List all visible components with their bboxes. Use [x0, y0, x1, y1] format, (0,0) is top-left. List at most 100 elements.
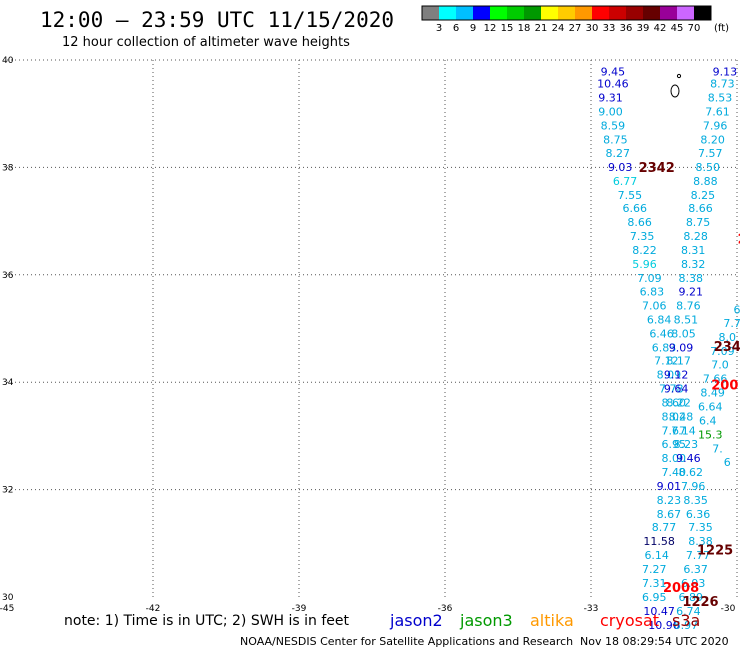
wave-height-label: 7.61: [705, 106, 730, 119]
wave-height-label: 10.47: [643, 605, 675, 618]
legend-entry: cryosat: [600, 611, 659, 630]
chart-title: 12:00 — 23:59 UTC 11/15/2020: [40, 8, 394, 32]
wave-height-label: 8.35: [683, 494, 708, 507]
colorbar-swatch: [694, 6, 711, 20]
colorbar-swatch: [575, 6, 592, 20]
wave-height-label: 8.22: [666, 397, 691, 410]
colorbar-unit: (ft): [714, 23, 729, 34]
data-labels: 9.4510.469.319.008.598.758.279.036.777.5…: [597, 65, 740, 632]
colorbar-tick-label: 39: [637, 23, 650, 34]
wave-height-label: 8.62: [679, 466, 704, 479]
wave-height-label: 8.76: [676, 299, 701, 312]
satellite-legend: jason2 jason3 altika cryosat s3a: [389, 611, 700, 630]
wave-height-label: 8.53: [708, 92, 733, 105]
wave-height-label: 7.67: [661, 425, 686, 438]
x-tick-label: -45: [0, 604, 14, 614]
wave-height-label: 6.95: [661, 438, 686, 451]
colorbar: [421, 5, 712, 21]
wave-height-label: 7.06: [642, 299, 667, 312]
colorbar-swatch: [660, 6, 677, 20]
wave-height-label: 8.73: [710, 78, 735, 91]
wave-height-label: 15.3: [698, 428, 723, 441]
x-tick-label: -30: [721, 604, 736, 614]
wave-height-label: 7.55: [618, 189, 643, 202]
wave-height-label: 5.96: [632, 258, 657, 271]
wave-height-label: 8.27: [606, 147, 631, 160]
colorbar-labels: 3 6 9 12 15 18 21 24 27 30 33 36 39 42 45 70: [436, 23, 701, 34]
wave-height-label: 6.46: [649, 327, 674, 340]
colorbar-tick-label: 21: [535, 23, 548, 34]
wave-height-label: 8.0: [719, 331, 737, 344]
wave-height-label: 7.0: [711, 358, 729, 371]
colorbar-tick-label: 12: [484, 23, 497, 34]
wave-height-label: 7.78: [659, 383, 684, 396]
x-tick-label: -33: [584, 604, 599, 614]
wave-height-label: 8.59: [601, 120, 626, 133]
colorbar-swatch: [439, 6, 456, 20]
wave-height-label: 8.49: [700, 386, 725, 399]
pass-time-label: 2008: [663, 581, 699, 596]
wave-height-label: 8.77: [652, 521, 677, 534]
wave-height-label: 8.23: [657, 494, 682, 507]
pass-time-label: 20: [738, 232, 740, 247]
wave-height-label: 6: [734, 304, 740, 317]
wave-height-label: 8.66: [688, 202, 713, 215]
wave-height-label: 7.40: [661, 466, 686, 479]
x-tick-label: -42: [146, 604, 161, 614]
wave-height-label: 6.74: [676, 605, 701, 618]
wave-height-label: 7.27: [642, 563, 667, 576]
wave-height-label: 9.64: [664, 383, 689, 396]
colorbar-tick-label: 33: [603, 23, 616, 34]
y-tick-label: 40: [2, 56, 14, 66]
colorbar-swatch: [541, 6, 558, 20]
wave-height-label: 8.31: [681, 244, 706, 257]
colorbar-tick-label: 3: [436, 23, 442, 34]
wave-height-label: 8.75: [603, 133, 628, 146]
legend-entry: altika: [530, 611, 574, 630]
wave-height-label: 7.35: [688, 521, 713, 534]
colorbar-tick-label: 18: [518, 23, 531, 34]
y-tick-label: 36: [2, 271, 14, 281]
wave-height-label: 9.13: [713, 65, 738, 78]
wave-height-label: 8.05: [671, 327, 696, 340]
wave-height-label: 7.77: [686, 549, 711, 562]
wave-height-label: 7.7: [723, 317, 740, 330]
wave-height-label: 8.60: [661, 397, 686, 410]
colorbar-swatch: [609, 6, 626, 20]
wave-height-label: 9.21: [679, 285, 704, 298]
colorbar-swatch: [456, 6, 473, 20]
colorbar-swatch: [558, 6, 575, 20]
wave-height-label: 8.88: [693, 175, 718, 188]
time-labels: 2342220234200122520081226: [639, 161, 740, 610]
wave-height-label: 6.36: [686, 508, 711, 521]
legend-entry: jason3: [459, 611, 513, 630]
wave-height-label: 7.31: [642, 577, 667, 590]
wave-height-label: 7.35: [630, 230, 655, 243]
x-tick-label: -36: [438, 604, 453, 614]
wave-height-label: 8.17: [666, 355, 691, 368]
wave-height-label: 8.23: [674, 438, 699, 451]
colorbar-swatch: [677, 6, 694, 20]
wave-height-label: 11.58: [643, 535, 675, 548]
coastline-island-icon: [670, 73, 682, 98]
colorbar-swatch: [490, 6, 507, 20]
wave-height-label: 8.67: [657, 508, 682, 521]
y-tick-label: 38: [2, 163, 14, 173]
wave-height-label: 6.93: [681, 577, 706, 590]
wave-height-label: 9.46: [676, 452, 701, 465]
colorbar-swatch: [524, 6, 541, 20]
colorbar-swatch: [507, 6, 524, 20]
wave-height-label: 8.50: [696, 161, 721, 174]
wave-height-label: 7.14: [671, 425, 696, 438]
colorbar-tick-label: 45: [671, 23, 684, 34]
colorbar-tick-label: 42: [654, 23, 667, 34]
wave-height-label: 7.09: [637, 272, 662, 285]
wave-height-label: 6.89: [679, 591, 704, 604]
colorbar-tick-label: 27: [569, 23, 582, 34]
wave-height-label: 6.37: [683, 563, 708, 576]
wave-height-label: 7.57: [698, 147, 723, 160]
wave-height-label: 6.64: [698, 400, 723, 413]
wave-height-label: 7.: [712, 442, 723, 455]
wave-height-label: 6.14: [644, 549, 669, 562]
wave-height-label: 10.46: [597, 78, 629, 91]
